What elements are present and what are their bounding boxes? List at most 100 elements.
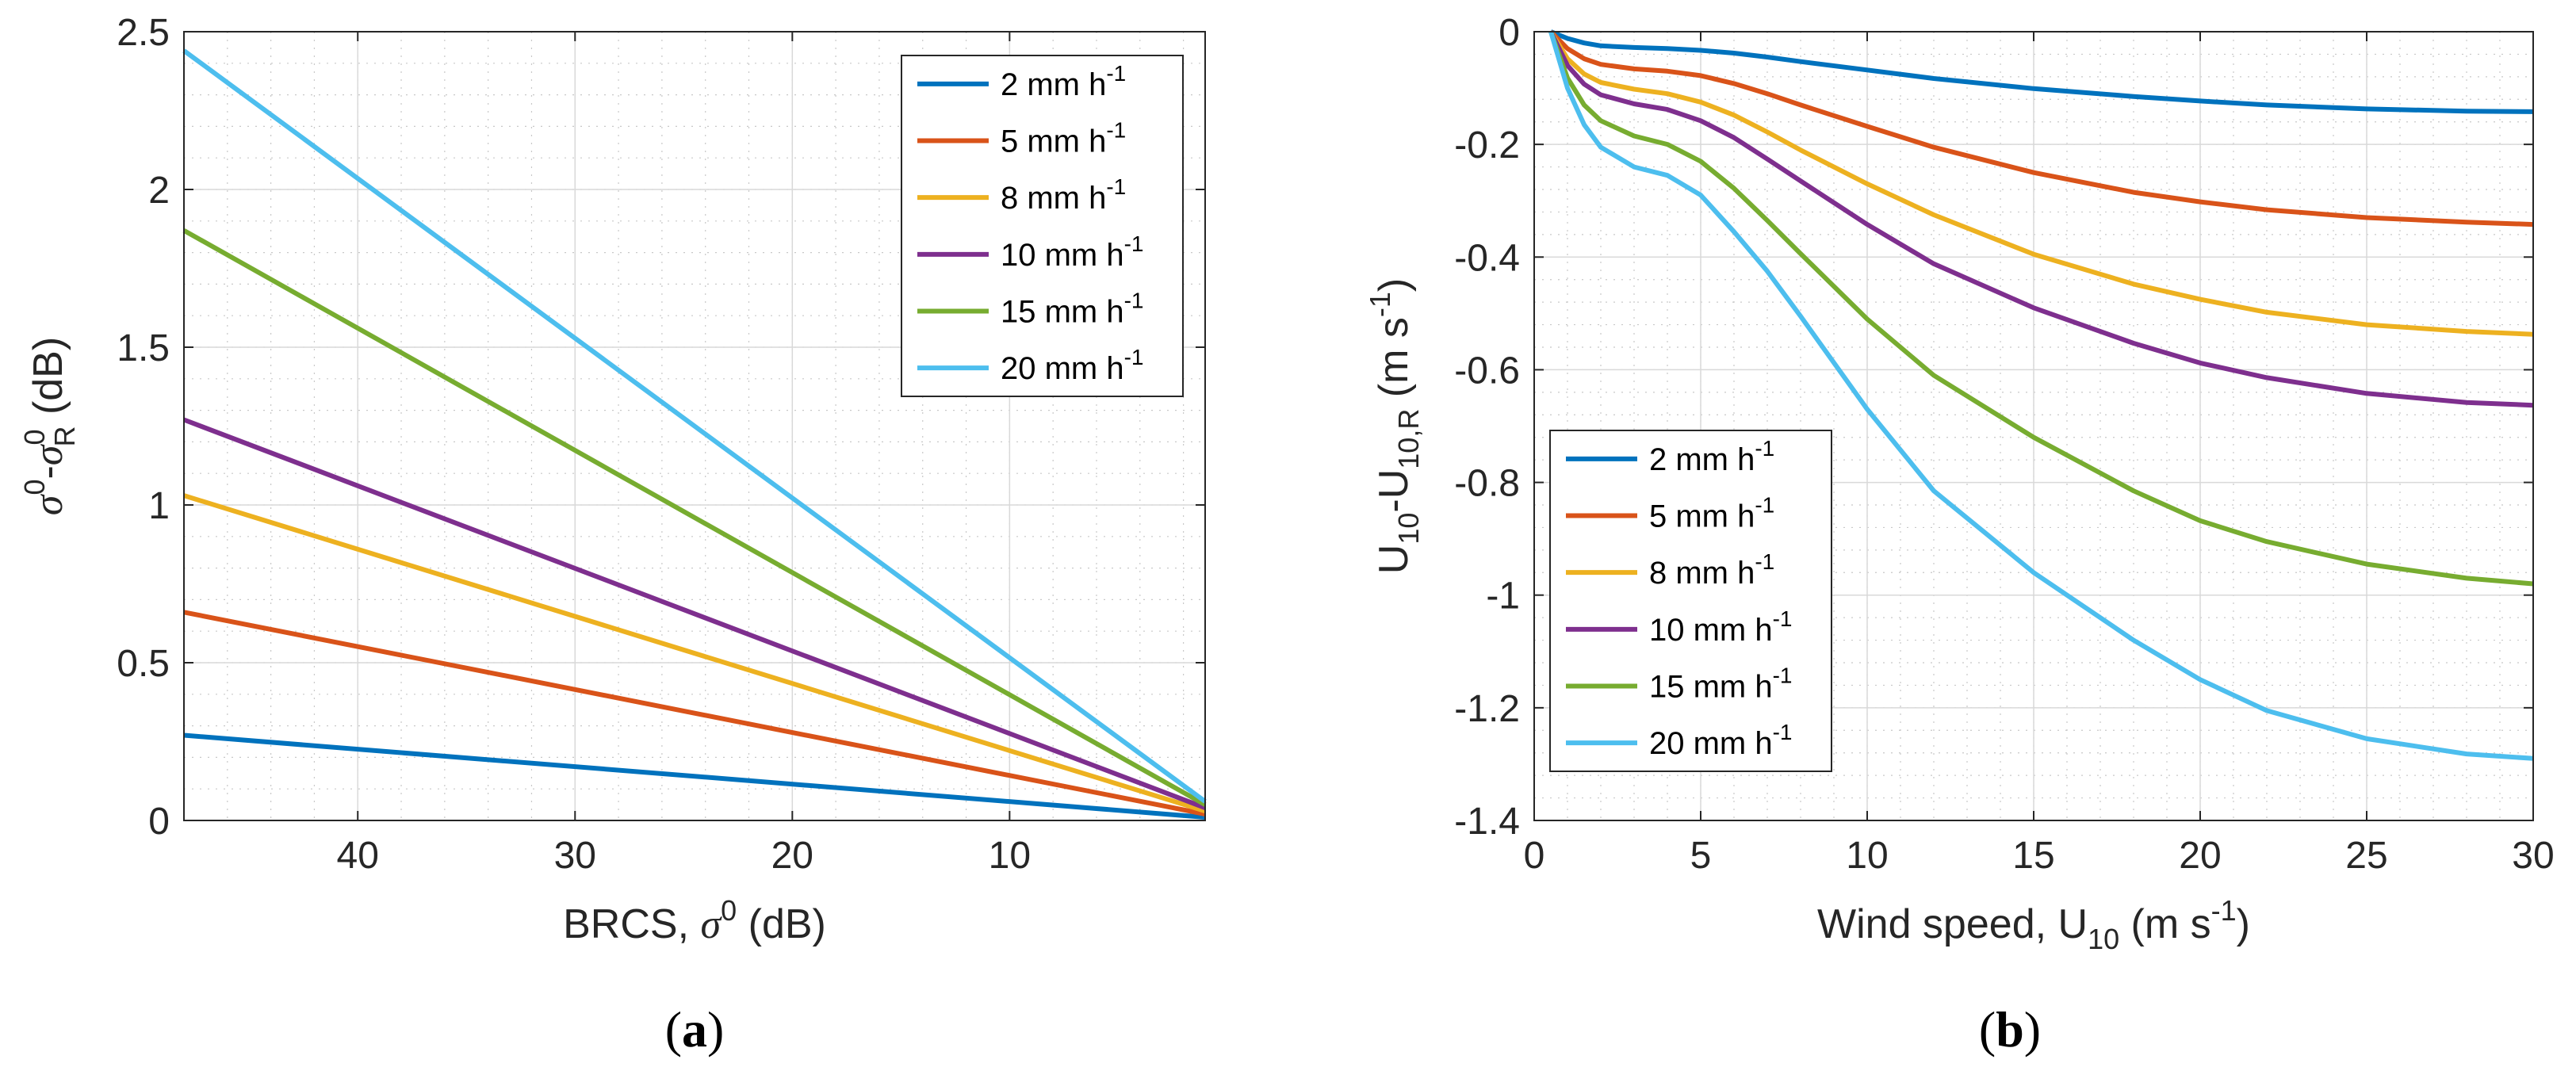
y-axis-label: U10-U10,R (m s-1) <box>1364 278 1425 574</box>
x-axis-label-superscript: 0 <box>721 894 737 927</box>
y-tick-label: -1.4 <box>1454 801 1520 843</box>
legend-label-text: 8 mm h <box>1649 556 1755 591</box>
caption-close-paren: ) <box>707 1001 724 1057</box>
legend-label-5: 5 mm h-1 <box>1001 118 1126 159</box>
y-tick-label: 2.5 <box>117 12 170 54</box>
legend-label-5: 5 mm h-1 <box>1649 493 1774 534</box>
y-tick-label: -0.6 <box>1454 350 1520 392</box>
y-axis-label-minus: -U <box>1371 469 1417 513</box>
legend-label-2: 2 mm h-1 <box>1001 61 1126 102</box>
y-tick-label: -0.4 <box>1454 237 1520 279</box>
legend-label-text: 5 mm h <box>1001 124 1106 159</box>
legend-label-superscript: -1 <box>1755 436 1774 461</box>
panel-b-chart: 0 5 10 15 20 25 30 0 -0.2 -0.4 -0.6 -0.8 -1 -1.2 -1.4 W… <box>1364 12 2555 1057</box>
x-tick-label: 15 <box>2012 835 2054 877</box>
legend-label-superscript: -1 <box>1106 118 1126 143</box>
caption-letter: a <box>682 1001 707 1057</box>
series-line-2-mm-h <box>183 732 1206 820</box>
legend-label-superscript: -1 <box>1124 231 1144 256</box>
legend: 2 mm h-15 mm h-18 mm h-110 mm h-115 mm h… <box>901 55 1184 397</box>
legend-label-text: 2 mm h <box>1001 67 1106 102</box>
y-tick-label: 2 <box>148 170 170 212</box>
y-axis-label-superscript: 0 <box>18 429 51 445</box>
legend-label-10: 10 mm h-1 <box>1649 606 1793 648</box>
series-line-2-mm-h <box>1549 29 2534 114</box>
y-axis-label-text: U <box>1371 545 1417 575</box>
caption-letter: b <box>1996 1001 2024 1057</box>
y-tick-label: 0.5 <box>117 643 170 685</box>
panel-caption: (b) <box>1979 1001 2041 1057</box>
y-tick-label: 1 <box>148 485 170 527</box>
legend: 2 mm h-15 mm h-18 mm h-110 mm h-115 mm h… <box>1549 430 1832 772</box>
legend-label-text: 10 mm h <box>1649 613 1773 648</box>
x-tick-label: 5 <box>1690 835 1712 877</box>
legend-label-text: 5 mm h <box>1649 499 1755 534</box>
legend-label-15: 15 mm h-1 <box>1001 289 1144 330</box>
series-line-10-mm-h <box>182 417 1207 810</box>
series-line-20-mm-h <box>1548 31 2534 761</box>
legend-label-text: 10 mm h <box>1001 238 1124 273</box>
y-axis-label-subscript: R <box>48 426 81 446</box>
y-tick-label: -0.2 <box>1454 124 1520 166</box>
legend-box <box>1549 430 1832 772</box>
x-axis-label-close: ) <box>2237 901 2250 947</box>
legend-label-text: 15 mm h <box>1001 295 1124 330</box>
x-axis-label-symbol: σ <box>701 902 723 947</box>
legend-label-text: 20 mm h <box>1001 351 1124 386</box>
legend-label-8: 8 mm h-1 <box>1649 549 1774 591</box>
series-line-15-mm-h <box>1548 30 2534 587</box>
legend-label-superscript: -1 <box>1773 720 1793 744</box>
legend-box <box>901 55 1184 397</box>
y-axis-label-symbol: σ <box>26 493 71 515</box>
y-axis-label-superscript: 0 <box>18 480 51 495</box>
legend-label-text: 15 mm h <box>1649 670 1773 705</box>
legend-label-15: 15 mm h-1 <box>1649 664 1793 705</box>
x-tick-label: 40 <box>337 835 379 877</box>
y-axis-label: σ0-σ0R (dB) <box>18 337 81 515</box>
y-axis-label-unit: (m s <box>1371 317 1417 409</box>
legend-label-superscript: -1 <box>1124 289 1144 313</box>
legend-label-superscript: -1 <box>1755 549 1774 574</box>
x-tick-label: 0 <box>1524 835 1545 877</box>
legend-label-superscript: -1 <box>1106 174 1126 199</box>
x-tick-label: 10 <box>989 835 1031 877</box>
y-axis-label-subscript: 10,R <box>1392 409 1425 469</box>
x-axis-label-text: Wind speed, U <box>1817 901 2088 947</box>
x-axis-label-superscript: -1 <box>2211 894 2237 927</box>
plot-area-frame <box>183 31 1206 821</box>
y-tick-label: 0 <box>1499 12 1520 54</box>
x-axis-label-text: BRCS, <box>563 901 700 947</box>
series-line-8-mm-h <box>1548 30 2534 337</box>
series-line-8-mm-h <box>183 493 1206 813</box>
series-line-5-mm-h <box>1548 29 2534 228</box>
series-line-15-mm-h <box>182 228 1207 807</box>
legend-label-20: 20 mm h-1 <box>1001 345 1144 386</box>
legend-label-superscript: -1 <box>1106 61 1126 86</box>
x-tick-label: 10 <box>1846 835 1888 877</box>
legend-label-superscript: -1 <box>1124 345 1144 369</box>
y-axis-label-superscript: -1 <box>1364 292 1396 317</box>
caption-close-paren: ) <box>2024 1001 2041 1057</box>
series-line-10-mm-h <box>1548 30 2534 408</box>
x-tick-label: 20 <box>2179 835 2221 877</box>
legend-label-8: 8 mm h-1 <box>1001 174 1126 216</box>
legend-label-2: 2 mm h-1 <box>1649 436 1774 477</box>
legend-label-text: 8 mm h <box>1001 181 1106 216</box>
y-axis-label-symbol: σ <box>26 443 71 465</box>
legend-label-superscript: -1 <box>1773 606 1793 631</box>
legend-label-10: 10 mm h-1 <box>1001 231 1144 273</box>
x-tick-label: 20 <box>771 835 813 877</box>
series-line-5-mm-h <box>183 610 1206 817</box>
x-axis-label-unit: (m s <box>2119 901 2211 947</box>
x-axis-label: Wind speed, U10 (m s-1) <box>1817 894 2250 955</box>
series-line-20-mm-h <box>182 48 1207 804</box>
x-axis-label-unit: (dB) <box>737 901 826 947</box>
x-tick-label: 30 <box>554 835 596 877</box>
y-axis-label-unit: (dB) <box>25 337 71 426</box>
legend-label-text: 2 mm h <box>1649 442 1755 477</box>
y-axis-label-close: ) <box>1371 278 1417 292</box>
y-tick-label: 1.5 <box>117 327 170 369</box>
y-tick-label: -1.2 <box>1454 688 1520 730</box>
